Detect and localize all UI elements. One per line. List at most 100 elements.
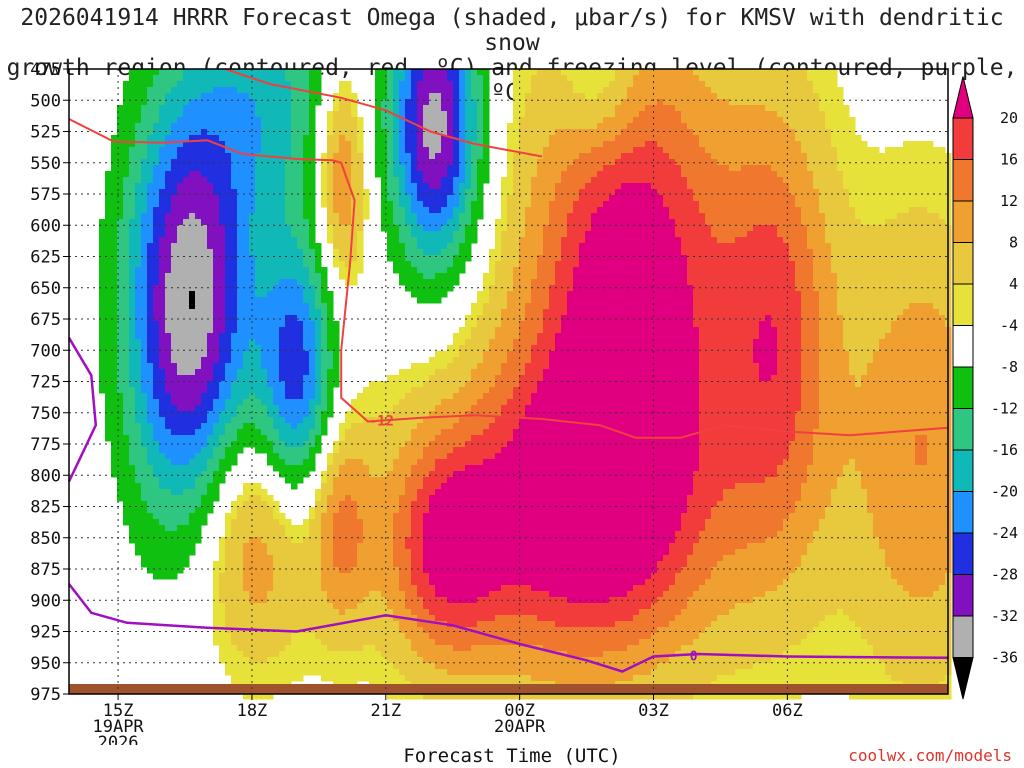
omega-cell: [327, 465, 334, 472]
omega-cell: [387, 645, 394, 652]
omega-cell: [219, 393, 226, 400]
omega-cell: [321, 357, 328, 364]
omega-cell: [279, 597, 286, 604]
omega-cell: [135, 279, 142, 286]
omega-cell: [195, 129, 202, 136]
omega-cell: [249, 189, 256, 196]
omega-cell: [189, 411, 196, 418]
omega-cell: [207, 363, 214, 370]
omega-cell: [141, 543, 148, 550]
omega-cell: [165, 459, 172, 466]
omega-cell: [417, 453, 424, 460]
omega-cell: [213, 363, 220, 370]
omega-cell: [177, 531, 184, 538]
omega-cell: [399, 417, 406, 424]
omega-cell: [129, 363, 136, 370]
omega-cell: [195, 201, 202, 208]
omega-cell: [111, 303, 118, 310]
omega-cell: [345, 429, 352, 436]
omega-cell: [231, 333, 238, 340]
omega-cell: [213, 561, 220, 568]
omega-cell: [237, 369, 244, 376]
omega-cell: [165, 399, 172, 406]
omega-cell: [153, 459, 160, 466]
omega-cell: [327, 327, 334, 334]
omega-cell: [297, 273, 304, 280]
omega-cell: [297, 69, 304, 76]
omega-cell: [345, 567, 352, 574]
omega-cell: [159, 105, 166, 112]
omega-cell: [339, 555, 346, 562]
omega-cell: [147, 387, 154, 394]
omega-cell: [315, 423, 322, 430]
omega-cell: [447, 627, 454, 634]
omega-cell: [423, 657, 430, 664]
omega-cell: [435, 219, 442, 226]
omega-cell: [171, 141, 178, 148]
omega-cell: [393, 495, 400, 502]
omega-cell: [147, 477, 154, 484]
omega-cell: [399, 237, 406, 244]
omega-cell: [447, 267, 454, 274]
omega-cell: [381, 189, 388, 196]
omega-cell: [243, 237, 250, 244]
omega-cell: [159, 237, 166, 244]
omega-cell: [111, 171, 118, 178]
omega-cell: [243, 663, 250, 670]
omega-cell: [195, 279, 202, 286]
omega-cell: [165, 321, 172, 328]
omega-cell: [429, 657, 436, 664]
omega-cell: [417, 489, 424, 496]
omega-cell: [237, 345, 244, 352]
omega-cell: [279, 471, 286, 478]
omega-cell: [279, 273, 286, 280]
omega-cell: [441, 519, 448, 526]
omega-cell: [429, 285, 436, 292]
omega-cell: [273, 363, 280, 370]
omega-cell: [339, 603, 346, 610]
omega-cell: [189, 69, 196, 76]
omega-cell: [195, 105, 202, 112]
omega-cell: [183, 555, 190, 562]
omega-cell: [417, 267, 424, 274]
omega-cell: [351, 669, 358, 676]
omega-cell: [249, 603, 256, 610]
omega-cell: [381, 609, 388, 616]
omega-cell: [375, 561, 382, 568]
omega-cell: [195, 141, 202, 148]
omega-cell: [201, 441, 208, 448]
omega-cell: [141, 237, 148, 244]
omega-cell: [435, 387, 442, 394]
omega-cell: [219, 69, 226, 76]
omega-cell: [189, 75, 196, 82]
omega-cell: [315, 579, 322, 586]
omega-cell: [195, 255, 202, 262]
omega-cell: [291, 99, 298, 106]
omega-cell: [291, 135, 298, 142]
omega-cell: [231, 117, 238, 124]
omega-cell: [165, 471, 172, 478]
omega-cell: [261, 657, 268, 664]
omega-cell: [135, 501, 142, 508]
omega-cell: [261, 333, 268, 340]
omega-cell: [177, 297, 184, 304]
omega-cell: [183, 111, 190, 118]
omega-cell: [381, 573, 388, 580]
omega-cell: [249, 387, 256, 394]
omega-cell: [153, 327, 160, 334]
omega-cell: [279, 237, 286, 244]
omega-cell: [213, 165, 220, 172]
omega-cell: [201, 93, 208, 100]
omega-cell: [243, 441, 250, 448]
omega-cell: [441, 645, 448, 652]
omega-cell: [279, 219, 286, 226]
omega-cell: [357, 519, 364, 526]
omega-cell: [297, 159, 304, 166]
omega-cell: [267, 177, 274, 184]
omega-cell: [141, 177, 148, 184]
omega-cell: [195, 291, 202, 298]
omega-cell: [159, 459, 166, 466]
omega-cell: [255, 495, 262, 502]
omega-cell: [303, 327, 310, 334]
omega-cell: [333, 507, 340, 514]
